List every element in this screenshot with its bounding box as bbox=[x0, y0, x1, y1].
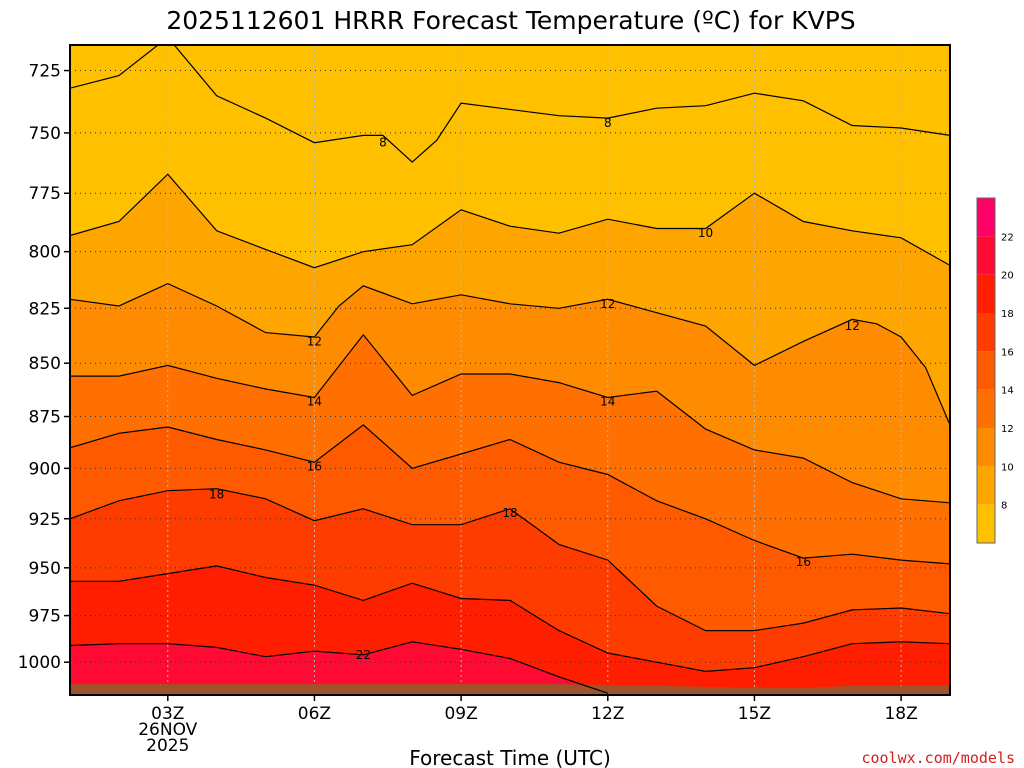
x-axis-label: Forecast Time (UTC) bbox=[409, 746, 611, 768]
y-tick-label: 725 bbox=[29, 62, 61, 82]
x-tick-label: 12Z bbox=[591, 704, 624, 724]
colorbar-label: 16 bbox=[1001, 347, 1014, 358]
isotherm-14 bbox=[70, 333, 950, 504]
y-axis-pressure: 725 750 775 800 825 850 875 900 925 950 975 1000 bbox=[18, 62, 70, 673]
plot-area bbox=[70, 45, 950, 695]
isotherm-20 bbox=[70, 565, 950, 673]
isotherm-8 bbox=[70, 45, 950, 163]
colorbar-swatch-12 bbox=[977, 389, 995, 428]
contour-label-14: 14 bbox=[600, 395, 615, 409]
contour-label-8: 8 bbox=[604, 116, 612, 130]
colorbar-label: 22 bbox=[1001, 232, 1014, 243]
isotherm-10 bbox=[70, 173, 950, 269]
colorbar-label: 20 bbox=[1001, 271, 1014, 282]
x-tick-label: 2025 bbox=[146, 736, 189, 756]
contour-label-10: 10 bbox=[698, 226, 713, 240]
y-tick-label: 800 bbox=[29, 243, 61, 263]
contour-label-22: 22 bbox=[356, 648, 371, 662]
x-tick-label: 15Z bbox=[738, 704, 771, 724]
y-tick-label: 775 bbox=[29, 184, 61, 204]
x-tick-label: 09Z bbox=[444, 704, 477, 724]
y-tick-label: 925 bbox=[29, 510, 61, 530]
colorbar-label: 8 bbox=[1001, 501, 1007, 512]
colorbar-swatch-16 bbox=[977, 313, 995, 352]
band-fill-22 bbox=[70, 641, 950, 695]
y-tick-label: 750 bbox=[29, 124, 61, 144]
colorbar-swatch-22 bbox=[977, 198, 995, 237]
plot-frame bbox=[69, 44, 951, 696]
isotherm-12 bbox=[70, 282, 950, 426]
ground-surface bbox=[70, 684, 950, 695]
ground-layer bbox=[70, 684, 950, 695]
isotherm-contours bbox=[70, 45, 950, 694]
chart-title: 2025112601 HRRR Forecast Temperature (ºC… bbox=[166, 6, 855, 35]
y-tick-label: 1000 bbox=[18, 653, 61, 673]
colorbar-label: 10 bbox=[1001, 462, 1014, 473]
y-tick-label: 850 bbox=[29, 354, 61, 374]
x-tick-label: 03Z bbox=[151, 704, 184, 724]
colorbar-label: 14 bbox=[1001, 386, 1014, 397]
isotherm-16 bbox=[70, 424, 950, 565]
y-tick-label: 825 bbox=[29, 299, 61, 319]
grid-layer bbox=[70, 45, 950, 695]
contour-label-18: 18 bbox=[502, 506, 517, 520]
y-tick-label: 975 bbox=[29, 607, 61, 627]
x-tick-label: 06Z bbox=[298, 704, 331, 724]
contour-label-8: 8 bbox=[379, 136, 387, 150]
contour-label-12: 12 bbox=[307, 334, 322, 348]
contour-labels: 8 8 10 12 12 12 14 14 16 16 18 18 22 bbox=[209, 116, 860, 662]
colorbar-label: 18 bbox=[1001, 309, 1014, 320]
y-tick-label: 950 bbox=[29, 559, 61, 579]
colorbar-swatch-14 bbox=[977, 351, 995, 390]
y-tick-label: 875 bbox=[29, 408, 61, 428]
contour-label-18: 18 bbox=[209, 488, 224, 502]
contour-label-12: 12 bbox=[600, 297, 615, 311]
isotherm-22 bbox=[70, 641, 608, 694]
colorbar-swatch-20 bbox=[977, 236, 995, 275]
colorbar-swatch-18 bbox=[977, 274, 995, 313]
x-tick-label: 18Z bbox=[884, 704, 917, 724]
colorbar-label: 12 bbox=[1001, 424, 1014, 435]
x-tick-label: 26NOV bbox=[138, 720, 197, 740]
contour-label-16: 16 bbox=[796, 555, 811, 569]
credit-link[interactable]: coolwx.com/models bbox=[861, 749, 1015, 767]
colorbar-frame bbox=[976, 197, 996, 544]
y-tick-label: 900 bbox=[29, 459, 61, 479]
colorbar-swatch-6 bbox=[977, 504, 995, 543]
colorbar-swatch-10 bbox=[977, 428, 995, 467]
colorbar-legend: 8 10 12 14 16 18 20 22 bbox=[976, 197, 1014, 544]
contour-label-16: 16 bbox=[307, 459, 322, 473]
colorbar-swatch-8 bbox=[977, 466, 995, 505]
isotherm-18 bbox=[70, 488, 950, 632]
contour-label-14: 14 bbox=[307, 395, 322, 409]
contour-label-12: 12 bbox=[845, 319, 860, 333]
